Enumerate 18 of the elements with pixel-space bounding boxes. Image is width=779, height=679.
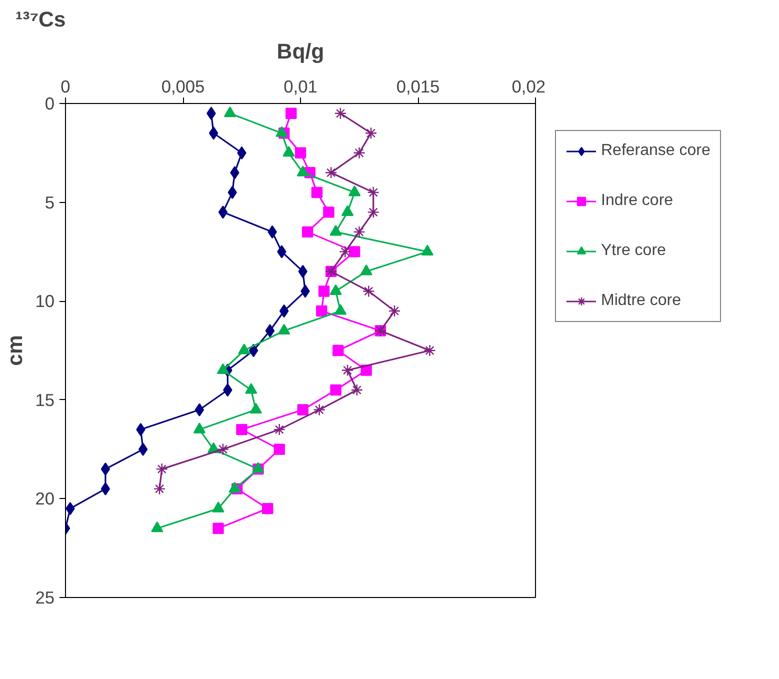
chart-title: ¹³⁷Cs — [16, 8, 66, 32]
y-axis-title: cm — [3, 335, 28, 366]
x-tick-label: 0,015 — [396, 76, 440, 96]
legend-label: Midtre core — [601, 292, 682, 310]
x-tick-label: 0,005 — [161, 76, 205, 96]
legend-label: Ytre core — [601, 242, 667, 260]
y-tick-label: 15 — [35, 390, 55, 410]
x-tick-label: 0,01 — [284, 76, 318, 96]
y-tick-label: 10 — [35, 291, 55, 312]
y-tick-label: 5 — [44, 192, 55, 212]
legend-label: Referanse core — [601, 142, 710, 160]
y-tick-label: 0 — [44, 94, 55, 114]
y-tick-label: 20 — [35, 488, 55, 509]
legend-label: Indre core — [601, 192, 674, 210]
x-tick-label: 0 — [60, 76, 70, 96]
x-tick-label: 0,02 — [512, 76, 546, 96]
x-axis-title: Bq/g — [276, 40, 324, 64]
y-tick-label: 25 — [35, 588, 55, 608]
